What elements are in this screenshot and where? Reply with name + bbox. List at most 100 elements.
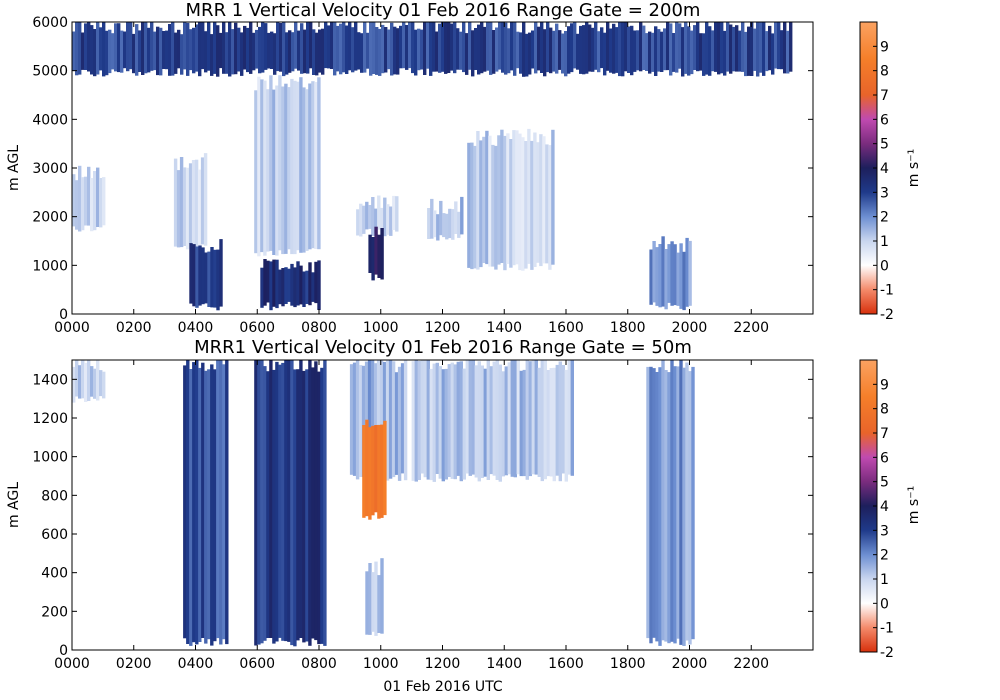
heatmap-cell [673, 244, 677, 306]
heatmap-cell [765, 31, 769, 72]
heatmap-cell [498, 22, 502, 70]
heatmap-cell [284, 83, 288, 254]
x-tick-label: 1200 [425, 656, 461, 672]
heatmap-cell [738, 30, 742, 72]
chart-title: MRR 1 Vertical Velocity 01 Feb 2016 Rang… [186, 0, 701, 21]
heatmap-cell [435, 362, 439, 474]
heatmap-cell [405, 25, 409, 70]
heatmap-cell [282, 22, 286, 77]
y-tick-label: 400 [41, 566, 68, 582]
heatmap-cell [294, 22, 298, 69]
heatmap-cell [447, 364, 451, 477]
heatmap-cell [117, 23, 121, 73]
heatmap-cell [492, 361, 496, 476]
heatmap-cell [678, 23, 682, 69]
heatmap-cell [285, 32, 289, 75]
heatmap-cell [389, 206, 393, 236]
heatmap-cell [534, 22, 538, 74]
heatmap-cell [371, 197, 375, 236]
heatmap-cell [207, 22, 211, 71]
heatmap-cell [400, 363, 405, 474]
heatmap-cell [486, 22, 490, 71]
heatmap-cell [296, 369, 300, 641]
heatmap-cell [427, 208, 431, 239]
heatmap-cell [682, 367, 686, 646]
heatmap-cell [365, 201, 369, 230]
heatmap-cell [667, 372, 671, 644]
heatmap-cell [491, 144, 495, 267]
heatmap-cell [263, 366, 267, 641]
heatmap-cell [702, 33, 706, 76]
x-tick-label: 0600 [239, 656, 275, 672]
heatmap-cell [204, 252, 208, 304]
x-tick-label: 1400 [486, 320, 522, 336]
heatmap-cell [72, 174, 76, 227]
heatmap-cell [275, 85, 279, 256]
heatmap-cell [293, 369, 297, 647]
heatmap-cell [192, 27, 196, 74]
heatmap-cell [174, 32, 178, 74]
heatmap-cell [558, 30, 562, 70]
heatmap-cell [72, 366, 76, 403]
heatmap-cell [585, 22, 589, 74]
heatmap-cell [549, 27, 553, 74]
x-tick-label: 1000 [363, 656, 399, 672]
heatmap-cell [564, 31, 568, 77]
heatmap-cell [564, 369, 568, 482]
y-axis-label: m AGL [6, 145, 22, 191]
heatmap-cell [336, 25, 340, 72]
colorbar-tick-label: 4 [880, 161, 889, 177]
heatmap-cell [658, 244, 662, 308]
heatmap-cell [540, 360, 544, 482]
colorbar-tick-label: -1 [880, 283, 894, 299]
x-tick-label: 0800 [301, 320, 337, 336]
heatmap-cell [591, 27, 595, 72]
heatmap-cell [222, 22, 226, 74]
heatmap-cell [263, 80, 267, 256]
heatmap-cell [429, 368, 433, 481]
heatmap-cell [456, 28, 460, 70]
heatmap-cell [756, 22, 760, 77]
heatmap-cell [708, 26, 712, 76]
heatmap-cell [393, 26, 397, 75]
heatmap-cell [630, 25, 634, 76]
heatmap-cell [681, 27, 685, 77]
heatmap-cell [646, 366, 650, 639]
colorbar-tick-label: 1 [880, 572, 889, 588]
heatmap-cell [243, 25, 247, 70]
x-axis: 0000 0200 0400 0600 0800 1000 1200 1400 1600 1800… [54, 360, 769, 672]
heatmap-cell [657, 29, 661, 72]
heatmap-cell [368, 563, 372, 635]
heatmap-cell [500, 129, 504, 263]
heatmap-cell [269, 261, 273, 311]
heatmap-cell [272, 369, 276, 644]
heatmap-cell [293, 80, 297, 255]
heatmap-cell [278, 364, 282, 638]
heatmap-cell [99, 370, 103, 397]
heatmap-cell [355, 360, 360, 480]
heatmap-cell [302, 271, 306, 307]
x-tick-label: 1000 [363, 320, 399, 336]
heatmap-cell [317, 371, 321, 645]
heatmap-cell [495, 360, 499, 480]
heatmap-cell [642, 25, 646, 71]
heatmap-cell [200, 157, 205, 245]
heatmap-cell [378, 28, 382, 76]
heatmap-cell [361, 365, 366, 477]
heatmap-cell [186, 360, 190, 644]
heatmap-cell [135, 24, 139, 76]
heatmap-cell [263, 259, 267, 306]
heatmap-cell [297, 30, 301, 71]
heatmap-cell [99, 178, 103, 228]
heatmap-cell [156, 26, 160, 76]
heatmap-cell [488, 135, 492, 267]
heatmap-cell [189, 369, 193, 646]
colorbar-tick-label: 8 [880, 64, 889, 80]
heatmap-cell [438, 366, 442, 479]
heatmap-cell [744, 31, 748, 77]
heatmap-cell [380, 558, 384, 634]
colorbar-tick-label: 5 [880, 137, 889, 153]
heatmap-cell [90, 25, 94, 75]
heatmap-cell [696, 22, 700, 72]
heatmap-cell [402, 22, 406, 69]
